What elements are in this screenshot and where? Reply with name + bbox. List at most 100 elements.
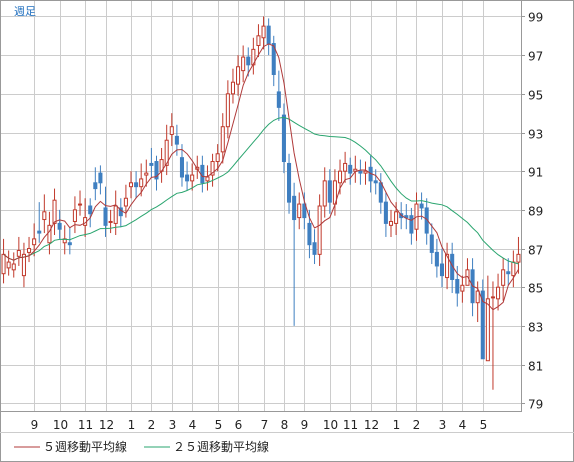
candle-up: [322, 180, 327, 207]
candle-down: [480, 290, 485, 360]
candle-down: [134, 182, 139, 188]
candle-down: [174, 135, 179, 145]
candle-down: [348, 164, 353, 174]
candle-up: [139, 178, 144, 188]
candle-up: [77, 203, 83, 206]
y-tick-label: 81: [528, 360, 543, 374]
candle-up: [516, 253, 521, 263]
candle-down: [246, 56, 251, 66]
y-axis: 79 81 83 85 87 89 91 93 95 97 99: [521, 11, 543, 412]
candle-up: [52, 199, 57, 224]
candle-up: [230, 81, 235, 95]
candle-up: [511, 261, 516, 277]
candle-up: [113, 205, 118, 224]
x-tick-label: 7: [261, 418, 269, 432]
candle-down: [455, 278, 460, 294]
candle-down: [383, 201, 388, 224]
candle-down: [37, 230, 42, 234]
candle-up: [27, 248, 32, 253]
candle-up: [210, 161, 215, 176]
candle-down: [292, 195, 297, 221]
candle-down: [439, 263, 445, 277]
legend-label-ma5: ５週移動平均線: [43, 439, 127, 454]
candle-down: [327, 180, 332, 203]
candle-down: [434, 251, 439, 267]
candle-down: [88, 205, 93, 215]
x-tick-label: 1: [393, 418, 401, 432]
x-tick-label: 12: [99, 418, 114, 432]
y-tick-label: 95: [528, 89, 543, 103]
candle-down: [103, 207, 108, 226]
candle-up: [220, 126, 225, 153]
y-tick-label: 79: [528, 398, 543, 412]
candle-up: [297, 203, 302, 219]
y-tick-label: 83: [528, 321, 543, 335]
y-tick-label: 99: [528, 11, 543, 25]
x-tick-label: 10: [323, 418, 338, 432]
y-tick-label: 91: [528, 166, 543, 180]
x-tick-label: 8: [281, 418, 289, 432]
x-tick-label: 12: [364, 418, 379, 432]
candle-down: [154, 161, 159, 180]
x-tick-label: 9: [31, 418, 39, 432]
candle-up: [236, 66, 241, 85]
candle-up: [460, 284, 465, 292]
candle-up: [215, 153, 220, 163]
candle-down: [271, 43, 276, 75]
candle-down: [419, 203, 424, 209]
candle-down: [302, 203, 307, 219]
candle-up: [465, 269, 470, 286]
candle-down: [404, 215, 409, 219]
candle-down: [307, 222, 312, 246]
candle-up: [128, 182, 134, 188]
x-tick-label: 11: [78, 418, 93, 432]
y-tick-label: 89: [528, 205, 543, 219]
candle-up: [42, 211, 47, 221]
x-tick-label: 9: [301, 418, 309, 432]
candle-up: [317, 205, 322, 255]
candle-up: [164, 139, 169, 166]
x-tick-label: 3: [169, 418, 177, 432]
y-tick-label: 85: [528, 282, 543, 296]
candle-down: [429, 234, 434, 253]
candle-down: [93, 182, 98, 190]
candle-down: [266, 25, 271, 45]
candle-down: [506, 271, 511, 275]
legend: ５週移動平均線 ２５週移動平均線: [14, 439, 269, 454]
candle-up: [72, 209, 77, 222]
x-tick-label: 6: [235, 418, 243, 432]
x-tick-label: 2: [413, 418, 421, 432]
candle-down: [281, 114, 286, 163]
candle-down: [358, 170, 363, 174]
candle-up: [388, 220, 394, 226]
candle-up: [144, 172, 149, 176]
candle-up: [205, 176, 210, 182]
candle-down: [409, 215, 414, 234]
x-tick-label: 10: [53, 418, 68, 432]
ma25-line: [3, 116, 519, 265]
y-tick-label: 93: [528, 128, 543, 142]
candle-up: [394, 211, 399, 224]
candle-up: [241, 56, 246, 72]
candles: [1, 16, 521, 390]
candle-up: [108, 220, 113, 223]
candle-up: [1, 253, 6, 275]
x-tick-label: 1: [128, 418, 136, 432]
candle-up: [485, 298, 490, 362]
candle-up: [190, 174, 195, 182]
candle-up: [47, 224, 52, 244]
candle-down: [373, 180, 378, 184]
candle-up: [11, 263, 16, 271]
candle-up: [445, 253, 450, 279]
candle-down: [276, 91, 281, 108]
x-tick-label: 4: [459, 418, 467, 432]
x-axis: 9 10 11 12 1 2 3 4 5 6 7 8 9 10 11 12 1 2 3 4 5: [31, 418, 488, 432]
candle-down: [185, 174, 190, 182]
candle-down: [179, 157, 185, 178]
candle-down: [67, 242, 72, 246]
candle-up: [256, 35, 261, 46]
candle-up: [363, 170, 368, 174]
candle-down: [287, 162, 292, 203]
candle-down: [312, 242, 317, 255]
